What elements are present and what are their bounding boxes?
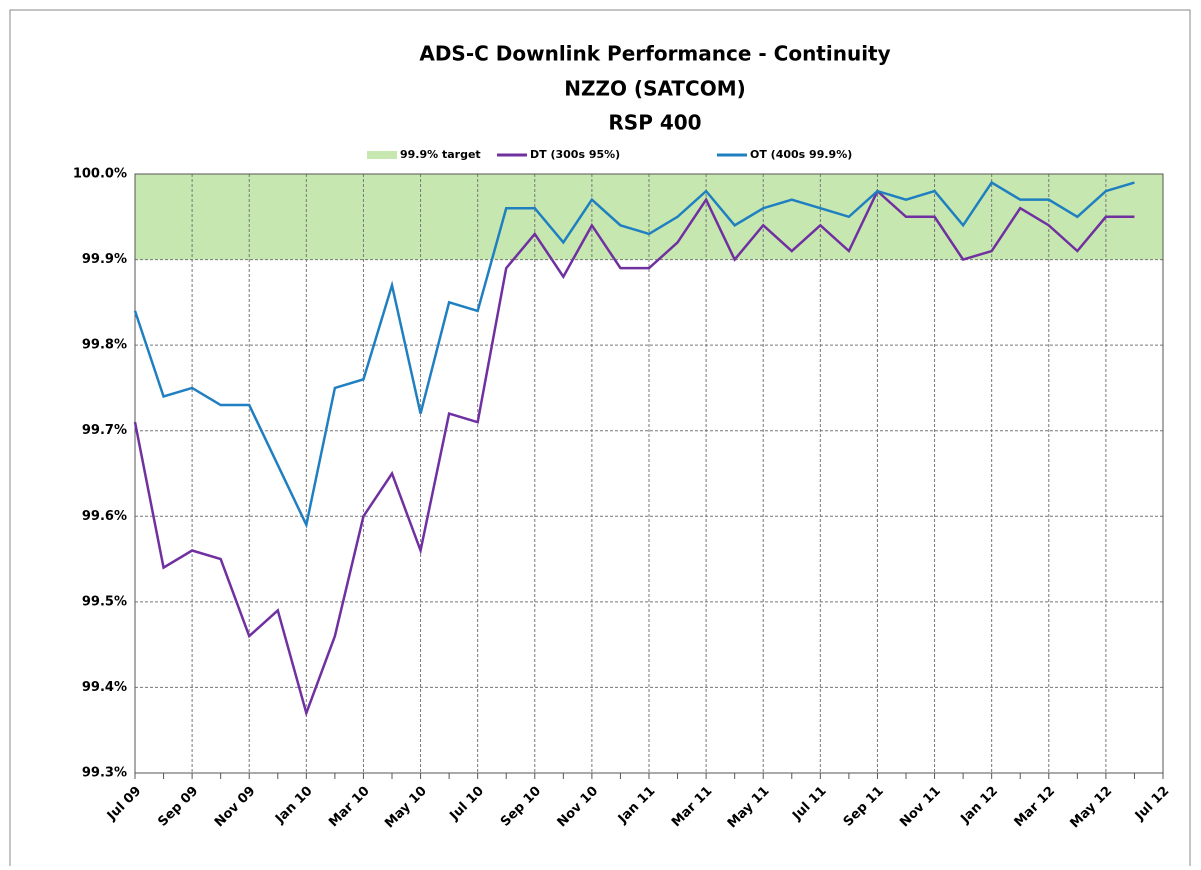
y-tick-label: 99.3% [82, 766, 127, 781]
legend-label: DT (300s 95%) [530, 148, 620, 161]
chart-subtitle: NZZO (SATCOM) [564, 77, 746, 101]
line-series [133, 180, 1135, 529]
legend-label: OT (400s 99.9%) [750, 148, 852, 161]
chart-title: ADS-C Downlink Performance - Continuity [419, 42, 890, 66]
line-series [133, 189, 1135, 718]
y-tick-label: 99.6% [82, 509, 127, 524]
y-tick-label: 99.8% [82, 338, 127, 353]
plot-frame [134, 173, 1164, 774]
chart-subtitle: RSP 400 [608, 111, 701, 135]
legend-label: 99.9% target [400, 148, 481, 161]
chart-frame [9, 9, 1191, 870]
y-tick-label: 99.5% [82, 594, 127, 609]
y-tick-label: 99.7% [82, 423, 127, 438]
y-tick-label: 99.4% [82, 680, 127, 695]
y-tick-label: 100.0% [73, 167, 127, 182]
y-tick-label: 99.9% [82, 252, 127, 267]
